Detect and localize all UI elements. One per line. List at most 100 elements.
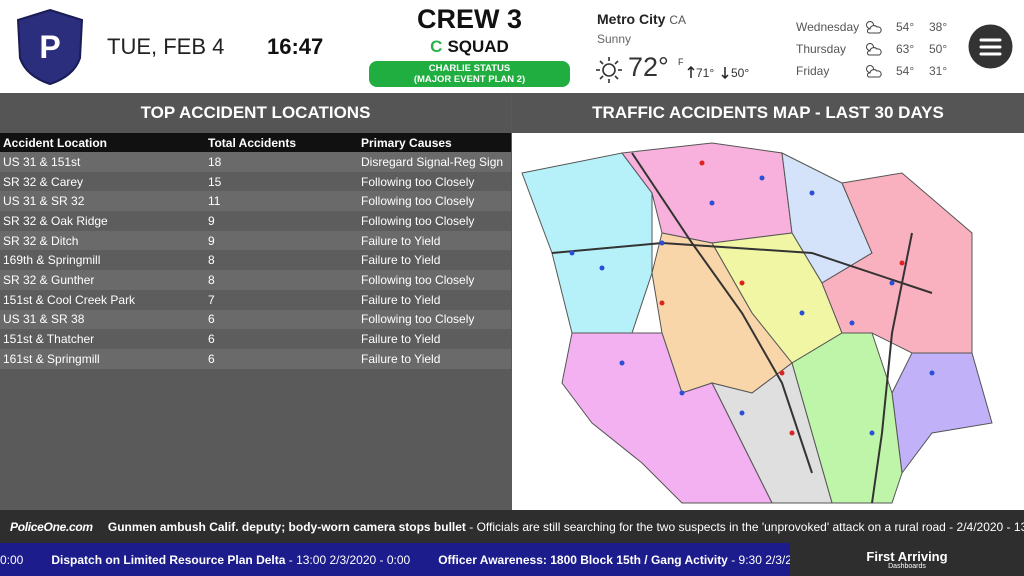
table-cell: 8 xyxy=(205,270,358,290)
table-header: Accident Location Total Accidents Primary … xyxy=(0,133,511,152)
logo-letter: P xyxy=(39,29,60,65)
forecast-low: 31° xyxy=(929,64,948,78)
panel-title: TRAFFIC ACCIDENTS MAP - LAST 30 DAYS xyxy=(512,93,1024,133)
table-cell: Following too Closely xyxy=(358,191,511,212)
table-cell: US 31 & SR 38 xyxy=(0,309,205,330)
forecast-icon xyxy=(866,43,882,56)
forecast-icon xyxy=(866,65,882,78)
accident-table-wrap: Accident Location Total Accidents Primary … xyxy=(0,133,511,369)
forecast-day: Wednesday xyxy=(796,20,860,34)
table-cell: 161st & Springmill xyxy=(0,348,205,369)
table-cell: US 31 & 151st xyxy=(0,152,205,172)
table-row: SR 32 & Ditch 9 Failure to Yield xyxy=(0,230,511,251)
table-cell: 6 xyxy=(205,309,358,330)
table-row: SR 32 & Gunther 8 Following too Closely xyxy=(0,270,511,290)
table-cell: 11 xyxy=(205,191,358,212)
table-cell: 151st & Thatcher xyxy=(0,329,205,349)
table-cell: 6 xyxy=(205,348,358,369)
column-header: Accident Location xyxy=(0,133,205,152)
temperature: 72° xyxy=(628,52,669,82)
forecast-high: 54° xyxy=(896,64,915,78)
table-cell: Disregard Signal-Reg Sign xyxy=(358,152,511,172)
city-line: Metro City CA xyxy=(597,11,686,27)
up-arrow xyxy=(687,66,695,78)
brand-tagline: Dashboards xyxy=(888,563,926,570)
table-row: US 31 & SR 38 6 Following too Closely xyxy=(0,309,511,330)
squad: SQUAD xyxy=(447,37,509,56)
sun-icon xyxy=(596,57,622,83)
header: P TUE, FEB 4 16:47 CREW 3 C SQUAD CHARLIE… xyxy=(0,0,1024,93)
city: Metro City xyxy=(597,11,666,27)
ticker: 0:00 Dispatch on Limited Resource Plan De… xyxy=(0,543,790,576)
ticker-item: 0:00 xyxy=(0,553,23,567)
table-cell: 151st & Cool Creek Park xyxy=(0,289,205,310)
high-temp: 71° xyxy=(696,66,715,80)
ticker-text: - 13:00 2/3/2020 - 0:00 xyxy=(285,552,411,567)
table-cell: Failure to Yield xyxy=(358,230,511,251)
forecast-low: 50° xyxy=(929,42,948,56)
ticker-item: Officer Awareness: 1800 Block 15th / Gan… xyxy=(438,553,790,567)
news-bar: PoliceOne.com Gunmen ambush Calif. deput… xyxy=(0,510,1024,543)
status-line: (MAJOR EVENT PLAN 2) xyxy=(413,74,526,85)
table-cell: US 31 & SR 32 xyxy=(0,191,205,212)
ticker-text: - 9:30 2/3/202 xyxy=(731,552,790,567)
news-item[interactable]: Gunmen ambush Calif. deputy; body-worn c… xyxy=(108,520,1024,534)
table-cell: 18 xyxy=(205,152,358,172)
table-cell: Failure to Yield xyxy=(358,289,511,310)
table-cell: 8 xyxy=(205,250,358,271)
low-temp: 50° xyxy=(731,66,750,80)
status-line: CHARLIE STATUS xyxy=(428,63,511,74)
crew: CREW 3 xyxy=(416,4,522,34)
table-cell: Failure to Yield xyxy=(358,329,511,349)
news-text: - Officials are still searching for the … xyxy=(465,519,1024,534)
ticker-item: Dispatch on Limited Resource Plan Delta … xyxy=(51,553,410,567)
map xyxy=(512,133,1024,510)
forecast-day: Thursday xyxy=(796,42,847,56)
news-headline: Gunmen ambush Calif. deputy; body-worn c… xyxy=(107,519,466,534)
table-cell: SR 32 & Ditch xyxy=(0,230,205,251)
table-cell: 169th & Springmill xyxy=(0,250,205,271)
forecast-low: 38° xyxy=(929,20,948,34)
table-row: SR 32 & Oak Ridge 9 Following too Closely xyxy=(0,211,511,231)
table-row: SR 32 & Carey 15 Following too Closely xyxy=(0,171,511,192)
table-cell: 7 xyxy=(205,289,358,310)
squad-letter: C xyxy=(430,37,443,56)
table-cell: 9 xyxy=(205,230,358,251)
brand-name: First Arriving xyxy=(866,549,948,564)
table-cell: Following too Closely xyxy=(358,270,511,290)
table-cell: SR 32 & Carey xyxy=(0,171,205,192)
time: 16:47 xyxy=(267,34,324,59)
table-row: 161st & Springmill 6 Failure to Yield xyxy=(0,348,511,369)
panel-title: TOP ACCIDENT LOCATIONS xyxy=(0,93,511,133)
table-row: 169th & Springmill 8 Failure to Yield xyxy=(0,250,511,271)
table-cell: SR 32 & Oak Ridge xyxy=(0,211,205,231)
table-cell: 15 xyxy=(205,171,358,192)
logo: P xyxy=(16,8,84,86)
down-arrow xyxy=(721,67,729,79)
forecast-high: 63° xyxy=(896,42,915,56)
news-source: PoliceOne.com xyxy=(10,519,93,534)
date: TUE, FEB 4 xyxy=(107,34,225,59)
forecast-high: 54° xyxy=(896,20,915,34)
column-header: Total Accidents xyxy=(205,133,358,152)
ticker-title: Dispatch on Limited Resource Plan Delta xyxy=(51,552,286,567)
temp-unit: F xyxy=(678,57,684,67)
squad-line: C SQUAD xyxy=(369,37,570,57)
status-pill: CHARLIE STATUS (MAJOR EVENT PLAN 2) xyxy=(369,61,570,87)
table-row: 151st & Cool Creek Park 7 Failure to Yield xyxy=(0,289,511,310)
forecast-icon xyxy=(866,21,882,34)
table-row: US 31 & 151st 18 Disregard Signal-Reg Sign xyxy=(0,152,511,172)
table-cell: Following too Closely xyxy=(358,211,511,231)
table-cell: SR 32 & Gunther xyxy=(0,270,205,290)
condition: Sunny xyxy=(597,32,632,46)
ticker-text: 0:00 xyxy=(0,552,24,567)
table-row: 151st & Thatcher 6 Failure to Yield xyxy=(0,329,511,349)
column-header: Primary Causes xyxy=(358,133,511,152)
menu-button[interactable] xyxy=(968,24,1013,69)
accident-table: Accident Location Total Accidents Primary … xyxy=(0,133,511,369)
table-cell: Failure to Yield xyxy=(358,250,511,271)
table-cell: Following too Closely xyxy=(358,309,511,330)
table-cell: Following too Closely xyxy=(358,171,511,192)
table-cell: Failure to Yield xyxy=(358,348,511,369)
